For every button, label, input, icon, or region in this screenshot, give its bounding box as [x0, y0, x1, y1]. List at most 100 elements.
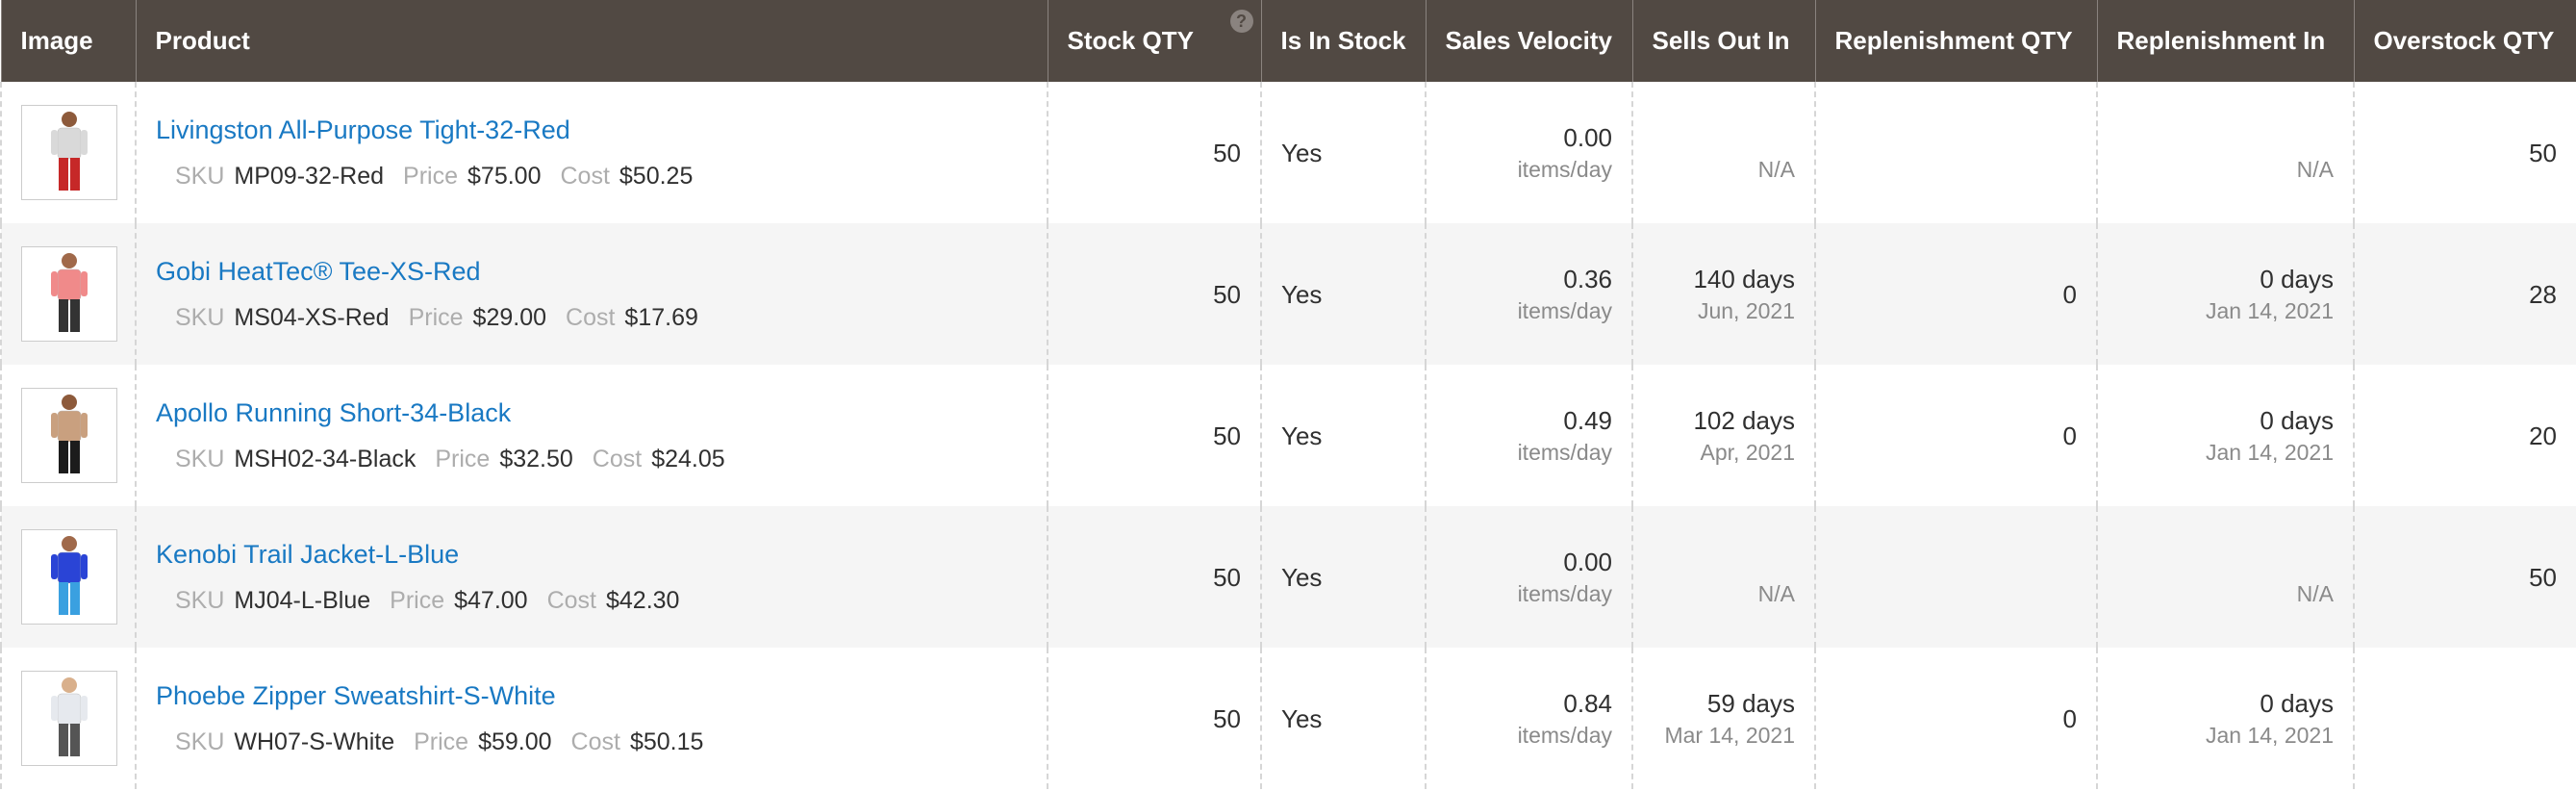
cost-value: $50.25	[619, 162, 694, 190]
sku-value: MP09-32-Red	[234, 162, 385, 190]
replenishment-qty-cell: 0	[1814, 223, 2098, 365]
replenishment-qty: 0	[2062, 703, 2077, 733]
in-stock: Yes	[1281, 279, 1323, 309]
column-header[interactable]: Overstock QTY	[2353, 0, 2576, 82]
replenishment-qty-cell	[1814, 506, 2098, 648]
cost-value: $42.30	[605, 586, 680, 614]
replenishment-qty: 0	[2062, 421, 2077, 450]
replenishment-in-date: N/A	[2296, 580, 2334, 606]
product-cell: Phoebe Zipper Sweatshirt-S-White SKU WH07-…	[135, 648, 1048, 789]
replenishment-in-date: Jan 14, 2021	[2205, 439, 2334, 465]
column-header[interactable]: Sells Out In	[1631, 0, 1816, 82]
product-link[interactable]: Livingston All-Purpose Tight-32-Red	[156, 115, 570, 144]
grid-body: Livingston All-Purpose Tight-32-Red SKU MP…	[0, 82, 2576, 789]
image-cell	[0, 223, 137, 365]
product-thumbnail	[21, 671, 117, 766]
sells-out: 59 days	[1706, 688, 1795, 718]
sku-value: WH07-S-White	[234, 727, 395, 755]
price-label: Price	[390, 586, 445, 614]
product-cell: Gobi HeatTec® Tee-XS-Red SKU MS04-XS-Red Pr…	[135, 223, 1048, 365]
cost-label: Cost	[566, 303, 616, 331]
sells-out-date: Mar 14, 2021	[1664, 722, 1795, 748]
price-label: Price	[414, 727, 469, 755]
stock-qty: 50	[1213, 421, 1241, 450]
product-row: Apollo Running Short-34-Black SKU MSH02-34…	[0, 365, 2576, 506]
product-link[interactable]: Apollo Running Short-34-Black	[156, 397, 512, 427]
image-cell	[0, 365, 137, 506]
stock-qty-cell: 50	[1047, 506, 1262, 648]
in-stock-cell: Yes	[1260, 506, 1427, 648]
column-header[interactable]: Image	[0, 0, 137, 82]
sku-label: SKU	[175, 445, 225, 472]
velocity-unit: items/day	[1517, 439, 1612, 465]
price-value: $29.00	[472, 303, 547, 331]
sells-out: 140 days	[1693, 264, 1795, 293]
in-stock-cell: Yes	[1260, 82, 1427, 223]
column-header[interactable]: Stock QTY?	[1047, 0, 1262, 82]
product-meta: SKU MP09-32-Red Price $75.00 Cost $50.25	[156, 163, 1027, 191]
replenishment-in-date: N/A	[2296, 156, 2334, 182]
help-icon: ?	[1229, 10, 1253, 33]
overstock-cell: 28	[2353, 223, 2576, 365]
cost-value: $17.69	[624, 303, 698, 331]
velocity: 0.00	[1563, 122, 1612, 152]
price-label: Price	[435, 445, 491, 472]
stock-qty-cell: 50	[1047, 648, 1262, 789]
product-cell: Apollo Running Short-34-Black SKU MSH02-34…	[135, 365, 1048, 506]
overstock-qty: 50	[2529, 562, 2557, 592]
product-thumbnail	[21, 388, 117, 483]
sells-out-date: N/A	[1757, 580, 1795, 606]
cost-label: Cost	[546, 586, 596, 614]
velocity: 0.49	[1563, 405, 1612, 435]
product-row: Kenobi Trail Jacket-L-Blue SKU MJ04-L-Blue…	[0, 506, 2576, 648]
overstock-qty: 28	[2529, 279, 2557, 309]
overstock-cell: 50	[2353, 506, 2576, 648]
velocity-unit: items/day	[1517, 156, 1612, 182]
sku-value: MSH02-34-Black	[234, 445, 417, 472]
price-value: $75.00	[467, 162, 542, 190]
sells-out-cell: N/A	[1631, 82, 1816, 223]
column-header[interactable]: Sales Velocity	[1425, 0, 1633, 82]
overstock-qty: 50	[2529, 138, 2557, 167]
replenishment-in-cell: N/A	[2096, 506, 2355, 648]
header-row: Image Product Stock QTY? Is In Stock Sales V…	[0, 0, 2576, 82]
product-link[interactable]: Phoebe Zipper Sweatshirt-S-White	[156, 680, 556, 710]
in-stock: Yes	[1281, 703, 1323, 733]
price-label: Price	[403, 162, 459, 190]
stock-qty-cell: 50	[1047, 82, 1262, 223]
in-stock: Yes	[1281, 421, 1323, 450]
replenishment-qty-cell: 0	[1814, 365, 2098, 506]
product-meta: SKU MJ04-L-Blue Price $47.00 Cost $42.30	[156, 587, 1027, 615]
overstock-cell	[2353, 648, 2576, 789]
stock-qty: 50	[1213, 279, 1241, 309]
overstock-cell: 50	[2353, 82, 2576, 223]
velocity-cell: 0.84 items/day	[1425, 648, 1633, 789]
velocity-cell: 0.36 items/day	[1425, 223, 1633, 365]
column-header[interactable]: Replenishment QTY	[1814, 0, 2098, 82]
velocity-cell: 0.49 items/day	[1425, 365, 1633, 506]
stock-qty: 50	[1213, 562, 1241, 592]
sells-out-date: Jun, 2021	[1697, 297, 1795, 323]
price-value: $32.50	[499, 445, 573, 472]
replenishment-qty: 0	[2062, 279, 2077, 309]
stock-qty: 50	[1213, 703, 1241, 733]
replenishment-in-cell: 0 days Jan 14, 2021	[2096, 223, 2355, 365]
column-header[interactable]: Product	[135, 0, 1048, 82]
product-row: Phoebe Zipper Sweatshirt-S-White SKU WH07-…	[0, 648, 2576, 789]
cost-label: Cost	[570, 727, 620, 755]
product-link[interactable]: Gobi HeatTec® Tee-XS-Red	[156, 256, 481, 286]
velocity: 0.00	[1563, 547, 1612, 576]
sells-out-cell: 102 days Apr, 2021	[1631, 365, 1816, 506]
overstock-cell: 20	[2353, 365, 2576, 506]
velocity-cell: 0.00 items/day	[1425, 82, 1633, 223]
sells-out-date: Apr, 2021	[1700, 439, 1795, 465]
product-cell: Kenobi Trail Jacket-L-Blue SKU MJ04-L-Blue…	[135, 506, 1048, 648]
sells-out-cell: 140 days Jun, 2021	[1631, 223, 1816, 365]
cost-label: Cost	[592, 445, 643, 472]
product-meta: SKU WH07-S-White Price $59.00 Cost $50.15	[156, 728, 1027, 756]
column-header[interactable]: Is In Stock	[1260, 0, 1427, 82]
product-link[interactable]: Kenobi Trail Jacket-L-Blue	[156, 539, 460, 569]
column-header[interactable]: Replenishment In	[2096, 0, 2355, 82]
